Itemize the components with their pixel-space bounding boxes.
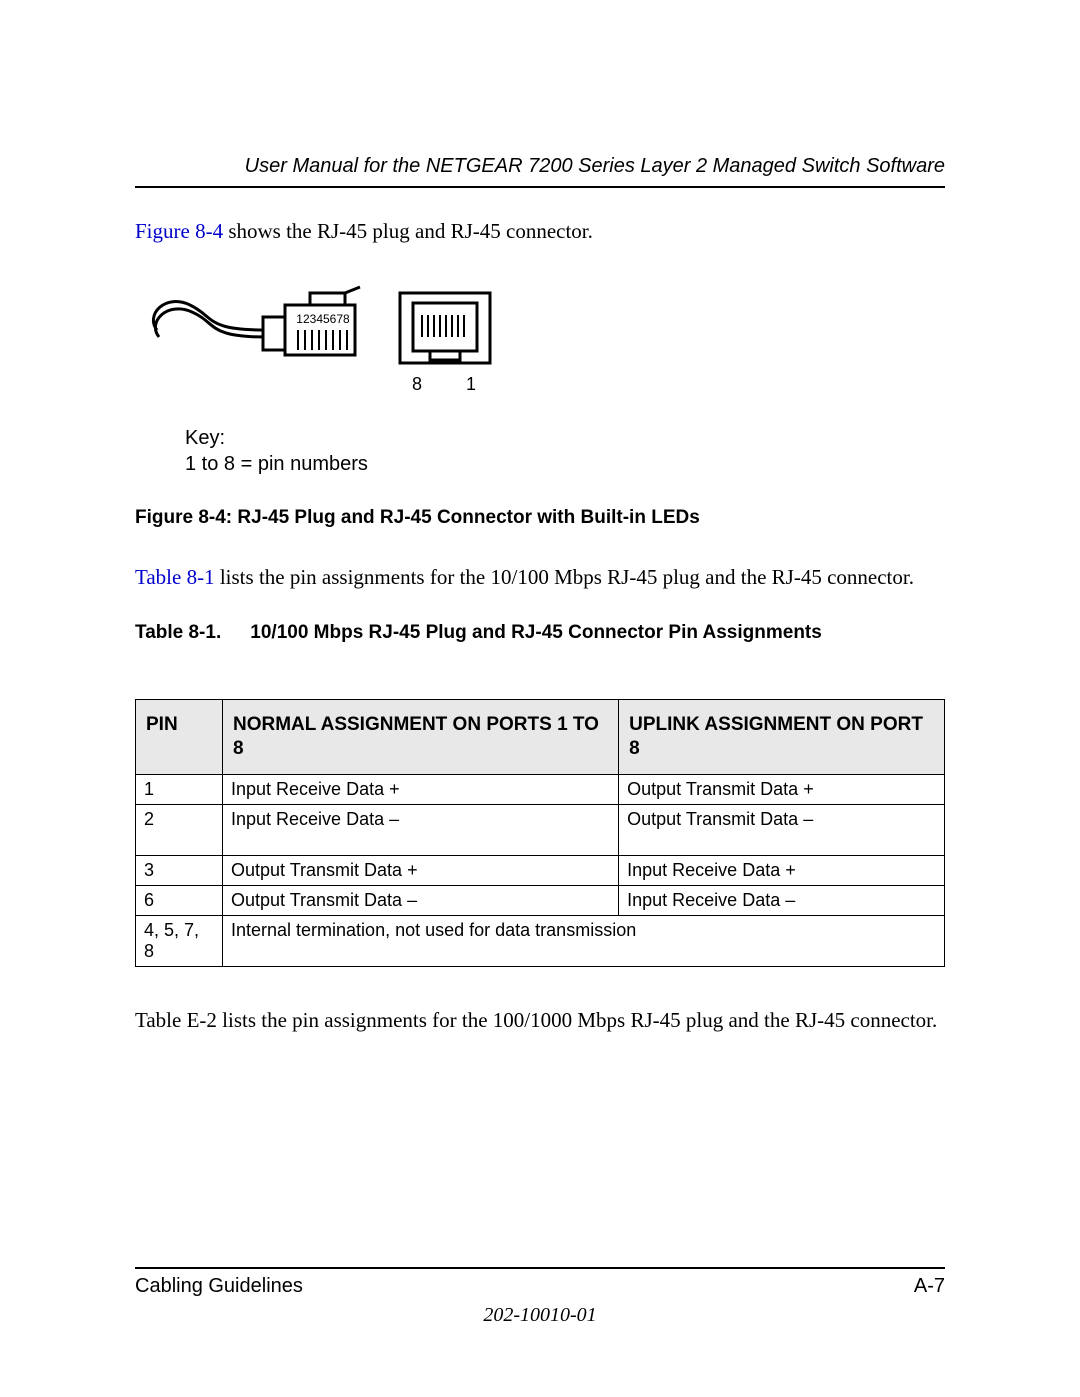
cell-normal: Input Receive Data – [223, 804, 619, 855]
intro-text: shows the RJ-45 plug and RJ-45 connector… [223, 219, 593, 243]
col-pin: PIN [136, 699, 223, 774]
table-caption: Table 8-1. 10/100 Mbps RJ-45 Plug and RJ… [135, 622, 945, 644]
jack-pin-8: 8 [412, 374, 422, 394]
jack-pin-1: 1 [466, 374, 476, 394]
document-page: User Manual for the NETGEAR 7200 Series … [0, 0, 1080, 1397]
key-body: 1 to 8 = pin numbers [185, 453, 368, 475]
table-header-row: PIN NORMAL ASSIGNMENT ON PORTS 1 TO 8 UP… [136, 699, 945, 774]
table-intro-paragraph: Table 8-1 lists the pin assignments for … [135, 564, 945, 591]
figure-caption-text: RJ-45 Plug and RJ-45 Connector with Buil… [237, 507, 699, 528]
rj45-diagram: 12345678 8 1 [145, 275, 505, 400]
page-footer: Cabling Guidelines A-7 202-10010-01 [135, 1267, 945, 1327]
col-normal: NORMAL ASSIGNMENT ON PORTS 1 TO 8 [223, 699, 619, 774]
table-title: 10/100 Mbps RJ-45 Plug and RJ-45 Connect… [250, 622, 822, 643]
table-intro-text: lists the pin assignments for the 10/100… [215, 565, 914, 589]
cell-pin: 1 [136, 774, 223, 804]
footer-section: Cabling Guidelines [135, 1275, 303, 1298]
running-header: User Manual for the NETGEAR 7200 Series … [135, 155, 945, 178]
key-title: Key: [185, 427, 225, 449]
cell-pin: 2 [136, 804, 223, 855]
cell-uplink: Input Receive Data + [619, 855, 945, 885]
header-rule [135, 186, 945, 188]
plug-pin-numbers: 12345678 [296, 312, 350, 326]
table-row: 1Input Receive Data +Output Transmit Dat… [136, 774, 945, 804]
figure-ref-link[interactable]: Figure 8-4 [135, 219, 223, 243]
cell-uplink: Input Receive Data – [619, 885, 945, 915]
closing-paragraph: Table E-2 lists the pin assignments for … [135, 1007, 945, 1034]
pin-assignment-table: PIN NORMAL ASSIGNMENT ON PORTS 1 TO 8 UP… [135, 699, 945, 967]
figure-caption: Figure 8-4: RJ-45 Plug and RJ-45 Connect… [135, 507, 945, 529]
figure-key: Key: 1 to 8 = pin numbers [185, 425, 945, 477]
cell-uplink: Output Transmit Data – [619, 804, 945, 855]
cell-normal: Input Receive Data + [223, 774, 619, 804]
table-row-merged: 4, 5, 7, 8Internal termination, not used… [136, 915, 945, 966]
table-number: Table 8-1. [135, 622, 245, 644]
cell-pin: 6 [136, 885, 223, 915]
cell-merged: Internal termination, not used for data … [223, 915, 945, 966]
table-row: 6Output Transmit Data –Input Receive Dat… [136, 885, 945, 915]
intro-paragraph: Figure 8-4 shows the RJ-45 plug and RJ-4… [135, 218, 945, 245]
table-row: 3Output Transmit Data +Input Receive Dat… [136, 855, 945, 885]
cell-uplink: Output Transmit Data + [619, 774, 945, 804]
footer-doc-number: 202-10010-01 [135, 1304, 945, 1327]
cell-normal: Output Transmit Data + [223, 855, 619, 885]
cell-pin: 4, 5, 7, 8 [136, 915, 223, 966]
table-row: 2Input Receive Data –Output Transmit Dat… [136, 804, 945, 855]
figure-caption-prefix: Figure 8-4: [135, 507, 237, 528]
cell-normal: Output Transmit Data – [223, 885, 619, 915]
col-uplink: UPLINK ASSIGNMENT ON PORT 8 [619, 699, 945, 774]
figure-8-4: 12345678 8 1 [145, 275, 945, 477]
table-ref-link[interactable]: Table 8-1 [135, 565, 215, 589]
cell-pin: 3 [136, 855, 223, 885]
footer-page-number: A-7 [914, 1275, 945, 1298]
footer-rule [135, 1267, 945, 1269]
